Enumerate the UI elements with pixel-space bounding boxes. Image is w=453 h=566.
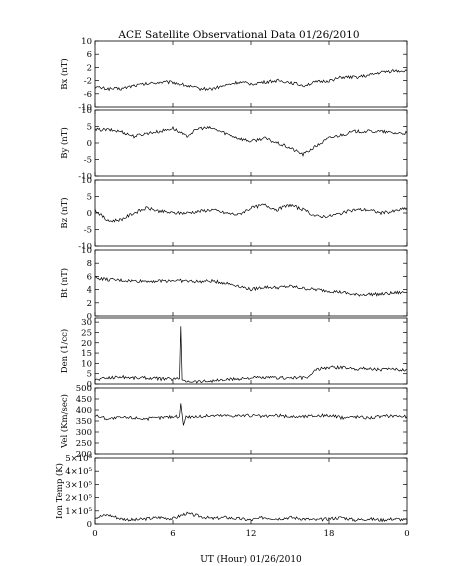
y-tick-label: -2 [84,77,92,87]
y-tick-label: 250 [76,439,92,449]
y-tick-label: 10 [81,37,92,47]
y-tick-label: 450 [76,395,92,405]
y-tick-label: 10 [81,359,92,369]
series-line [94,276,408,297]
y-tick-label: 8 [87,259,92,269]
y-tick-label: 2×10⁵ [65,494,92,504]
y-tick-label: 0 [87,209,92,219]
x-tick-label: 18 [324,529,335,539]
x-tick-labels: 0 6 12 18 0 [92,529,409,539]
series-line [94,511,408,523]
y-tick-label: 20 [81,339,92,349]
panel-frame [94,317,408,385]
x-tick-label: 12 [246,529,257,539]
y-tick-label: 0 [87,520,92,530]
y-tick-label: -5 [84,226,92,236]
y-tick-label: 10 [81,106,92,116]
y-tick-label: 4 [87,286,92,296]
panel-1: 10 6 2 -2 -6 -10 Bx (nT) [59,37,408,113]
y-axis-label: By (nT) [59,127,70,159]
y-tick-label: 10 [81,176,92,186]
y-tick-label: 10 [81,246,92,256]
y-tick-label: 0 [87,312,92,322]
chart-title: ACE Satellite Observational Data 01/26/2… [117,29,359,41]
series-line [94,403,408,426]
y-tick-label: 25 [81,328,92,338]
series-line [94,125,408,157]
x-tick-label: 6 [170,529,175,539]
y-tick-label: 4×10⁵ [65,467,92,477]
y-tick-label: 2 [87,299,92,309]
y-tick-label: 30 [81,318,92,328]
panel-frame [94,387,408,455]
panel-frame [94,249,408,317]
y-tick-label: 5×10⁵ [65,454,92,464]
y-tick-label: 400 [76,406,92,416]
y-tick-label: 6 [87,50,92,60]
y-tick-label: -5 [84,156,92,166]
y-tick-label: -10 [78,103,92,113]
panel-2: 10 5 0 -5 -10 By (nT) [59,106,408,182]
y-tick-label: 1×10⁵ [65,507,92,517]
y-tick-label: 15 [81,349,92,359]
y-tick-label: 500 [76,384,92,394]
y-tick-label: 3×10⁵ [65,480,92,490]
y-tick-label: 5 [87,370,92,380]
y-tick-label: 5 [87,193,92,203]
y-tick-label: 5 [87,123,92,133]
panel-frame [94,179,408,247]
y-axis-label: Bx (nT) [59,58,70,90]
panel-frame [94,457,408,525]
panel-3: 10 5 0 -5 -10 Bz (nT) [59,176,408,252]
y-tick-label: 0 [87,380,92,390]
y-tick-label: 300 [76,428,92,438]
x-axis-label: UT (Hour) 01/26/2010 [200,554,302,565]
y-axis-label: Vel (Km/sec) [59,394,70,449]
y-axis-label: Ion Temp (K) [54,463,65,519]
panel-4: 10 8 6 4 2 0 Bt (nT) [59,246,408,322]
y-tick-label: 200 [76,450,92,460]
y-tick-label: -10 [78,172,92,182]
y-tick-label: -10 [78,242,92,252]
y-tick-label: 6 [87,272,92,282]
series-line [94,69,408,92]
y-tick-label: -6 [84,90,92,100]
panel-7: 5×10⁵ 4×10⁵ 3×10⁵ 2×10⁵ 1×10⁵ 0 Ion Temp (K) [54,454,408,530]
y-axis-label: Bt (nT) [59,268,70,298]
series-line [94,326,408,384]
panel-frame [94,40,408,108]
x-tick-label: 0 [404,529,409,539]
panel-frame [94,109,408,177]
y-axis-label: Bz (nT) [59,197,70,228]
y-tick-label: 350 [76,417,92,427]
series-line [94,203,408,223]
y-axis-label: Den (1/cc) [59,329,70,373]
y-tick-label: 2 [87,63,92,73]
y-tick-label: 0 [87,139,92,149]
x-tick-label: 0 [92,529,97,539]
